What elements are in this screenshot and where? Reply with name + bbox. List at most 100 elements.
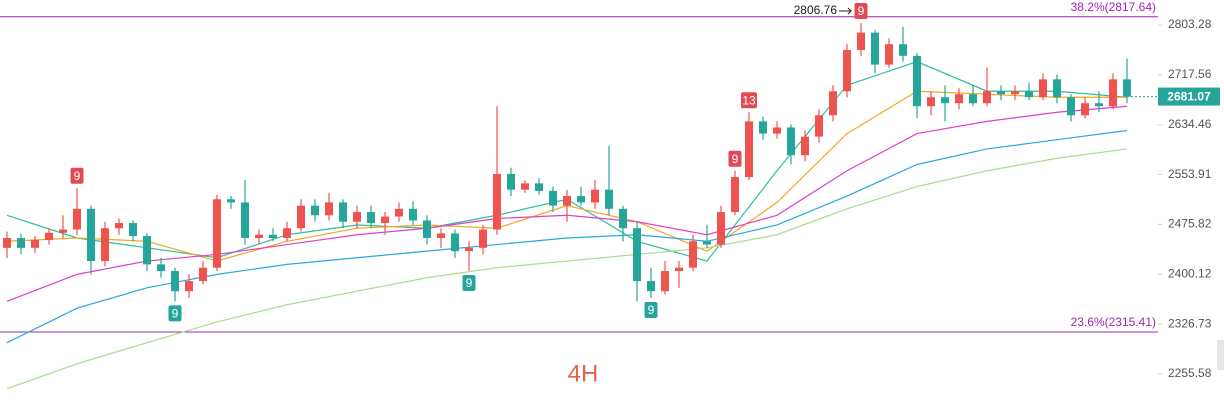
candle-body [899, 44, 907, 56]
candle-body [1109, 79, 1117, 107]
signal-label: 13 [742, 93, 756, 107]
candle-body [227, 199, 235, 203]
candle-body [759, 121, 767, 134]
candle-body [969, 94, 977, 104]
candle-body [549, 190, 557, 206]
last-price-label: 2681.07 [1167, 90, 1211, 104]
candle-body [619, 208, 627, 229]
signal-box [854, 3, 868, 20]
candle-body [395, 208, 403, 217]
candle-body [493, 173, 501, 230]
signal-box [728, 150, 742, 167]
candle-body [731, 177, 739, 213]
candle-body [199, 267, 207, 282]
candle-body [101, 228, 109, 262]
candle-body [325, 202, 333, 216]
signal-label: 9 [648, 303, 655, 317]
signal-label: 9 [732, 152, 739, 166]
signal-label: 9 [172, 307, 179, 321]
candle-body [409, 208, 417, 221]
signal-box [70, 167, 84, 184]
candle-body [143, 236, 151, 265]
candle-body [1053, 79, 1061, 98]
candle-body [185, 281, 193, 292]
ma-line [6, 148, 1128, 390]
fib-label: 23.6%(2315.41) [1071, 315, 1156, 329]
candle-body [633, 228, 641, 282]
candle-body [1025, 91, 1033, 98]
candle-body [787, 127, 795, 156]
candle-body [829, 91, 837, 116]
candle-body [59, 229, 67, 233]
candle-body [857, 32, 865, 50]
candle-body [535, 183, 543, 191]
fib-label: 38.2%(2817.64) [1071, 0, 1156, 14]
candle-body [675, 267, 683, 272]
candle-body [1011, 91, 1019, 95]
signal-box [644, 301, 658, 318]
candle-body [311, 205, 319, 216]
candle-body [661, 271, 669, 292]
candle-body [255, 234, 263, 238]
y-tick-label: 2255.58 [1168, 366, 1212, 380]
signal-label: 9 [466, 276, 473, 290]
candle-body [605, 189, 613, 209]
signal-box [741, 92, 757, 109]
candle-body [927, 97, 935, 107]
candle-body [801, 136, 809, 156]
y-tick-label: 2634.46 [1168, 117, 1212, 131]
candle-body [815, 115, 823, 137]
ma-line [6, 90, 1127, 262]
candle-body [269, 234, 277, 238]
candle-body [367, 212, 375, 224]
candle-body [283, 228, 291, 238]
candle-body [591, 189, 599, 203]
candle-body [241, 202, 249, 238]
y-tick-label: 2717.56 [1168, 67, 1212, 81]
candle-body [45, 232, 53, 240]
candle-body [983, 91, 991, 104]
candle-body [437, 233, 445, 238]
candle-body [87, 208, 95, 262]
signal-label: 9 [858, 4, 865, 18]
candle-body [31, 239, 39, 248]
candle-body [647, 281, 655, 292]
candle-body [381, 216, 389, 224]
high-arrow [839, 7, 852, 15]
candle-body [213, 199, 221, 268]
candle-body [997, 91, 1005, 95]
candle-body [423, 220, 431, 238]
candle-body [73, 208, 81, 230]
candle-body [871, 32, 879, 65]
candle-body [297, 205, 305, 229]
candle-body [521, 183, 529, 190]
candle-body [157, 264, 165, 272]
candle-body [689, 241, 697, 268]
y-tick-label: 2803.28 [1168, 17, 1212, 31]
scroll-handle[interactable] [1217, 340, 1224, 370]
candle-body [1039, 79, 1047, 98]
candle-body [745, 121, 753, 178]
watermark: 4H [568, 360, 599, 387]
candle-body [451, 233, 459, 252]
candle-body [479, 229, 487, 248]
candle-body [1123, 79, 1131, 97]
candle-body [1067, 97, 1075, 116]
candle-body [3, 237, 11, 248]
signal-box [462, 275, 476, 292]
candle-body [773, 127, 781, 134]
y-tick-label: 2400.12 [1168, 266, 1212, 280]
candle-body [563, 196, 571, 206]
candle-body [703, 241, 711, 245]
signal-label: 9 [74, 169, 81, 183]
candle-body [17, 237, 25, 248]
candle-body [115, 223, 123, 229]
candle-body [465, 247, 473, 252]
candle-body [129, 223, 137, 237]
candle-body [717, 212, 725, 245]
ma-line [6, 129, 1128, 344]
candle-body [955, 94, 963, 104]
candle-body [507, 173, 515, 190]
candle-body [353, 212, 361, 222]
